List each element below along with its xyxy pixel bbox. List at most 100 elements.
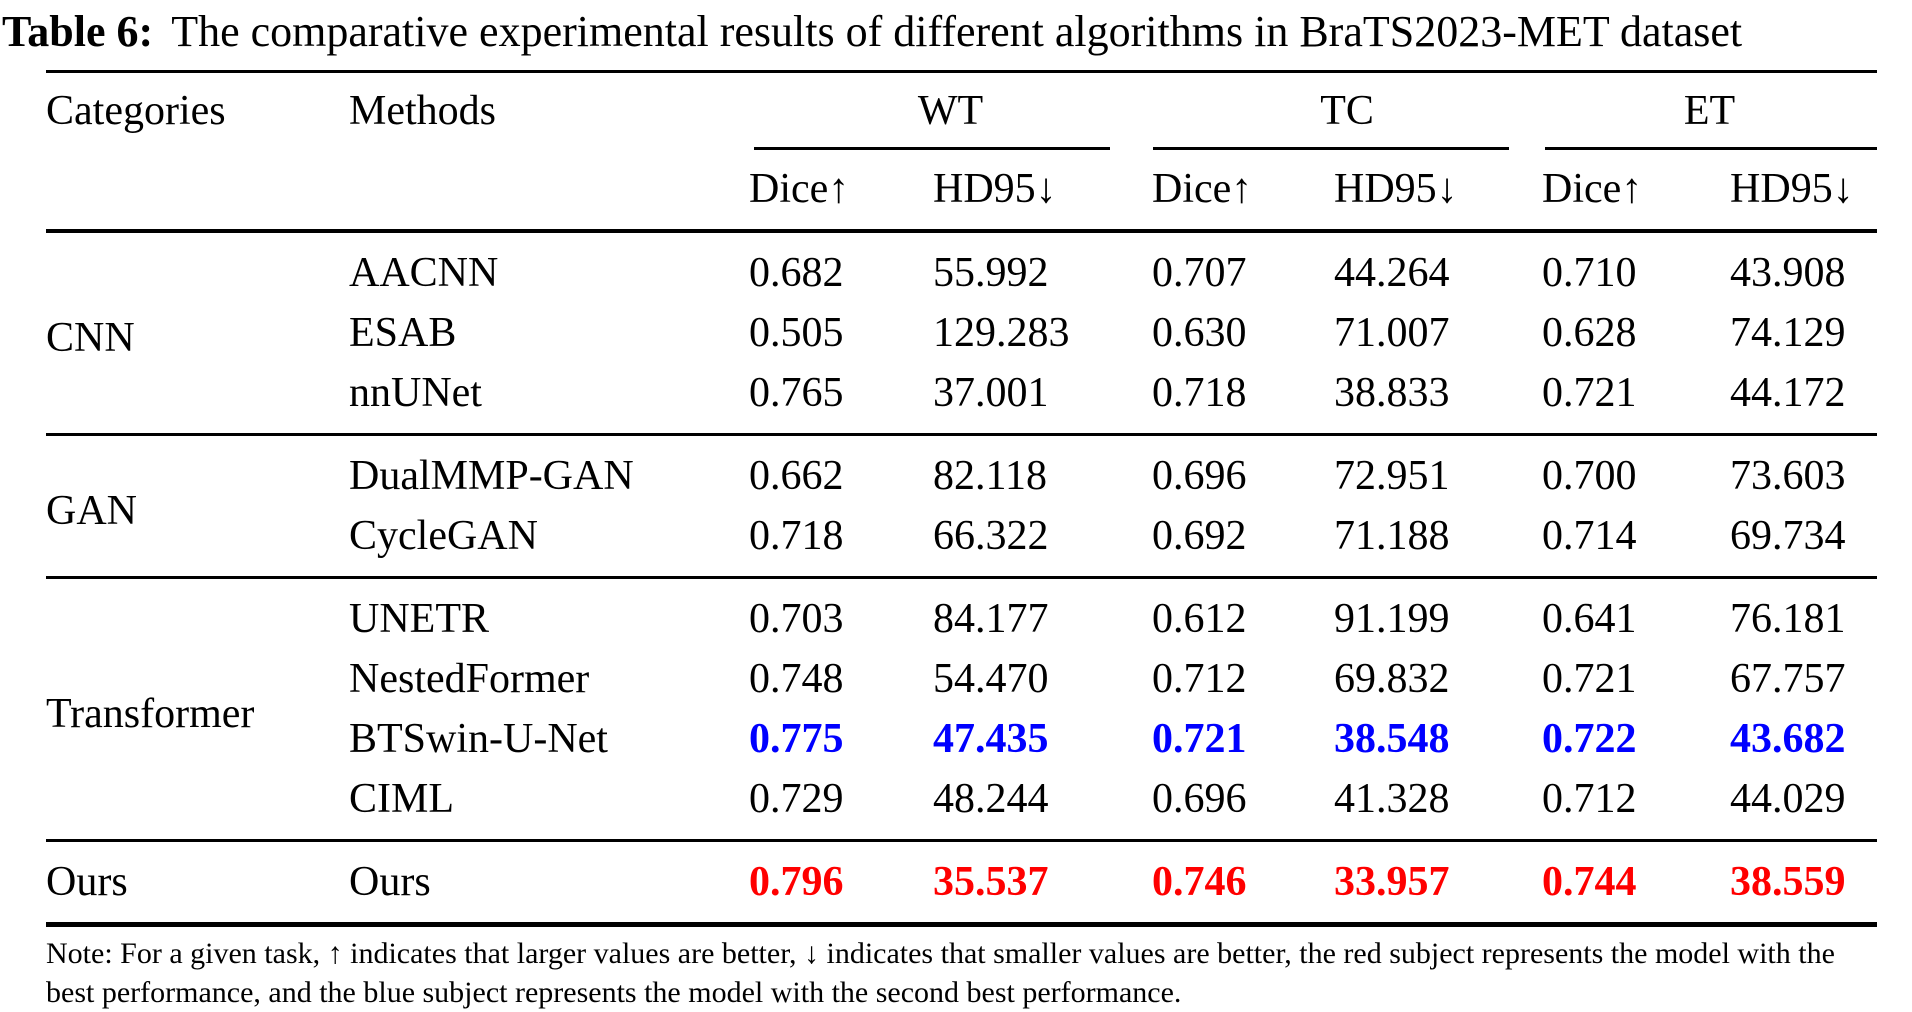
value-cell: 0.712 <box>1542 776 1637 822</box>
value-cell: 0.721 <box>1542 370 1637 416</box>
method-cell: NestedFormer <box>349 656 590 702</box>
value-cell: 0.729 <box>749 776 844 822</box>
value-cell: 44.172 <box>1730 370 1846 416</box>
value-cell: 0.662 <box>749 453 844 499</box>
method-cell: UNETR <box>349 596 489 642</box>
value-cell: 0.630 <box>1152 310 1247 356</box>
value-cell: 38.833 <box>1334 370 1450 416</box>
value-cell: 0.682 <box>749 250 844 296</box>
group-header-et: ET <box>1683 88 1736 134</box>
value-cell: 67.757 <box>1730 656 1846 702</box>
value-cell: 72.951 <box>1334 453 1450 499</box>
value-cell: 38.548 <box>1334 716 1450 762</box>
value-cell: 55.992 <box>933 250 1049 296</box>
value-cell: 91.199 <box>1334 596 1450 642</box>
value-cell: 0.714 <box>1542 513 1637 559</box>
value-cell: 38.559 <box>1730 859 1846 905</box>
col-header-et-dice: Dice↑ <box>1542 166 1643 212</box>
value-cell: 71.007 <box>1334 310 1450 356</box>
value-cell: 0.748 <box>749 656 844 702</box>
value-cell: 0.718 <box>749 513 844 559</box>
value-cell: 0.707 <box>1152 250 1247 296</box>
value-cell: 33.957 <box>1334 859 1450 905</box>
category-cell: CNN <box>46 315 135 361</box>
col-header-tc-dice: Dice↑ <box>1152 166 1253 212</box>
group-ours: Ours Ours 0.796 35.537 0.746 33.957 0.74… <box>46 840 1878 925</box>
value-cell: 44.264 <box>1334 250 1450 296</box>
value-cell: 71.188 <box>1334 513 1450 559</box>
value-cell: 0.641 <box>1542 596 1637 642</box>
value-cell: 0.696 <box>1152 453 1247 499</box>
value-cell: 0.765 <box>749 370 844 416</box>
col-header-et-hd95: HD95↓ <box>1730 166 1854 212</box>
value-cell: 129.283 <box>933 310 1070 356</box>
col-header-tc-hd95: HD95↓ <box>1334 166 1458 212</box>
category-cell: Transformer <box>46 691 255 737</box>
table-caption-label: Table 6: <box>2 7 154 56</box>
value-cell: 0.775 <box>749 716 844 762</box>
value-cell: 82.118 <box>933 453 1047 499</box>
value-cell: 0.718 <box>1152 370 1247 416</box>
value-cell: 41.328 <box>1334 776 1450 822</box>
value-cell: 0.700 <box>1542 453 1637 499</box>
value-cell: 0.628 <box>1542 310 1637 356</box>
value-cell: 37.001 <box>933 370 1049 416</box>
wt-column-rule <box>754 147 1110 150</box>
category-cell: Ours <box>46 859 128 905</box>
value-cell: 43.682 <box>1730 716 1846 762</box>
value-cell: 0.696 <box>1152 776 1247 822</box>
value-cell: 48.244 <box>933 776 1049 822</box>
table-row: GAN DualMMP-GAN 0.662 82.118 0.696 72.95… <box>46 435 1877 534</box>
table-row-second-best: BTSwin-U-Net 0.775 47.435 0.721 38.548 0… <box>46 709 1877 769</box>
table-row: Transformer UNETR 0.703 84.177 0.612 91.… <box>46 578 1877 737</box>
table-row: CIML 0.729 48.244 0.696 41.328 0.712 44.… <box>46 769 1877 841</box>
value-cell: 0.744 <box>1542 859 1637 905</box>
group-gan: GAN DualMMP-GAN 0.662 82.118 0.696 72.95… <box>46 434 1878 578</box>
value-cell: 0.721 <box>1152 716 1247 762</box>
et-column-rule <box>1545 147 1877 150</box>
table-row: ESAB 0.505 129.283 0.630 71.007 0.628 74… <box>46 303 1877 363</box>
value-cell: 0.796 <box>749 859 844 905</box>
method-cell: CycleGAN <box>349 513 538 559</box>
col-header-wt-dice: Dice↑ <box>749 166 850 212</box>
table-row: CycleGAN 0.718 66.322 0.692 71.188 0.714… <box>46 506 1877 578</box>
value-cell: 0.692 <box>1152 513 1247 559</box>
value-cell: 0.703 <box>749 596 844 642</box>
group-header-wt: WT <box>917 88 984 134</box>
col-header-wt-hd95: HD95↓ <box>933 166 1057 212</box>
value-cell: 0.710 <box>1542 250 1637 296</box>
table-row: CNN AACNN 0.682 55.992 0.707 44.264 0.71… <box>46 231 1877 361</box>
group-cnn: CNN AACNN 0.682 55.992 0.707 44.264 0.71… <box>46 231 1878 435</box>
value-cell: 0.612 <box>1152 596 1247 642</box>
group-transformer: Transformer UNETR 0.703 84.177 0.612 91.… <box>46 577 1878 841</box>
header-row-groups: Categories Methods WT TC ET <box>46 72 1877 150</box>
value-cell: 0.721 <box>1542 656 1637 702</box>
value-cell: 84.177 <box>933 596 1049 642</box>
method-cell: CIML <box>349 776 454 822</box>
value-cell: 66.322 <box>933 513 1049 559</box>
value-cell: 43.908 <box>1730 250 1846 296</box>
value-cell: 44.029 <box>1730 776 1846 822</box>
category-cell: GAN <box>46 488 137 534</box>
table-note: Note: For a given task, ↑ indicates that… <box>46 937 1835 1009</box>
method-cell: Ours <box>349 859 431 905</box>
value-cell: 74.129 <box>1730 310 1846 356</box>
value-cell: 69.832 <box>1334 656 1450 702</box>
method-cell: BTSwin-U-Net <box>349 716 608 762</box>
header-spacer <box>349 149 749 231</box>
value-cell: 35.537 <box>933 859 1049 905</box>
method-cell: ESAB <box>349 310 457 356</box>
value-cell: 0.746 <box>1152 859 1247 905</box>
table-row-best: Ours Ours 0.796 35.537 0.746 33.957 0.74… <box>46 841 1877 925</box>
results-table: Categories Methods WT TC ET Dice↑ HD95↓ … <box>46 70 1878 927</box>
method-cell: DualMMP-GAN <box>349 453 634 499</box>
value-cell: 47.435 <box>933 716 1049 762</box>
value-cell: 54.470 <box>933 656 1049 702</box>
group-header-tc: TC <box>1320 88 1374 134</box>
method-cell: AACNN <box>349 250 499 296</box>
value-cell: 0.505 <box>749 310 844 356</box>
value-cell: 0.722 <box>1542 716 1637 762</box>
tc-column-rule <box>1153 147 1509 150</box>
value-cell: 69.734 <box>1730 513 1846 559</box>
